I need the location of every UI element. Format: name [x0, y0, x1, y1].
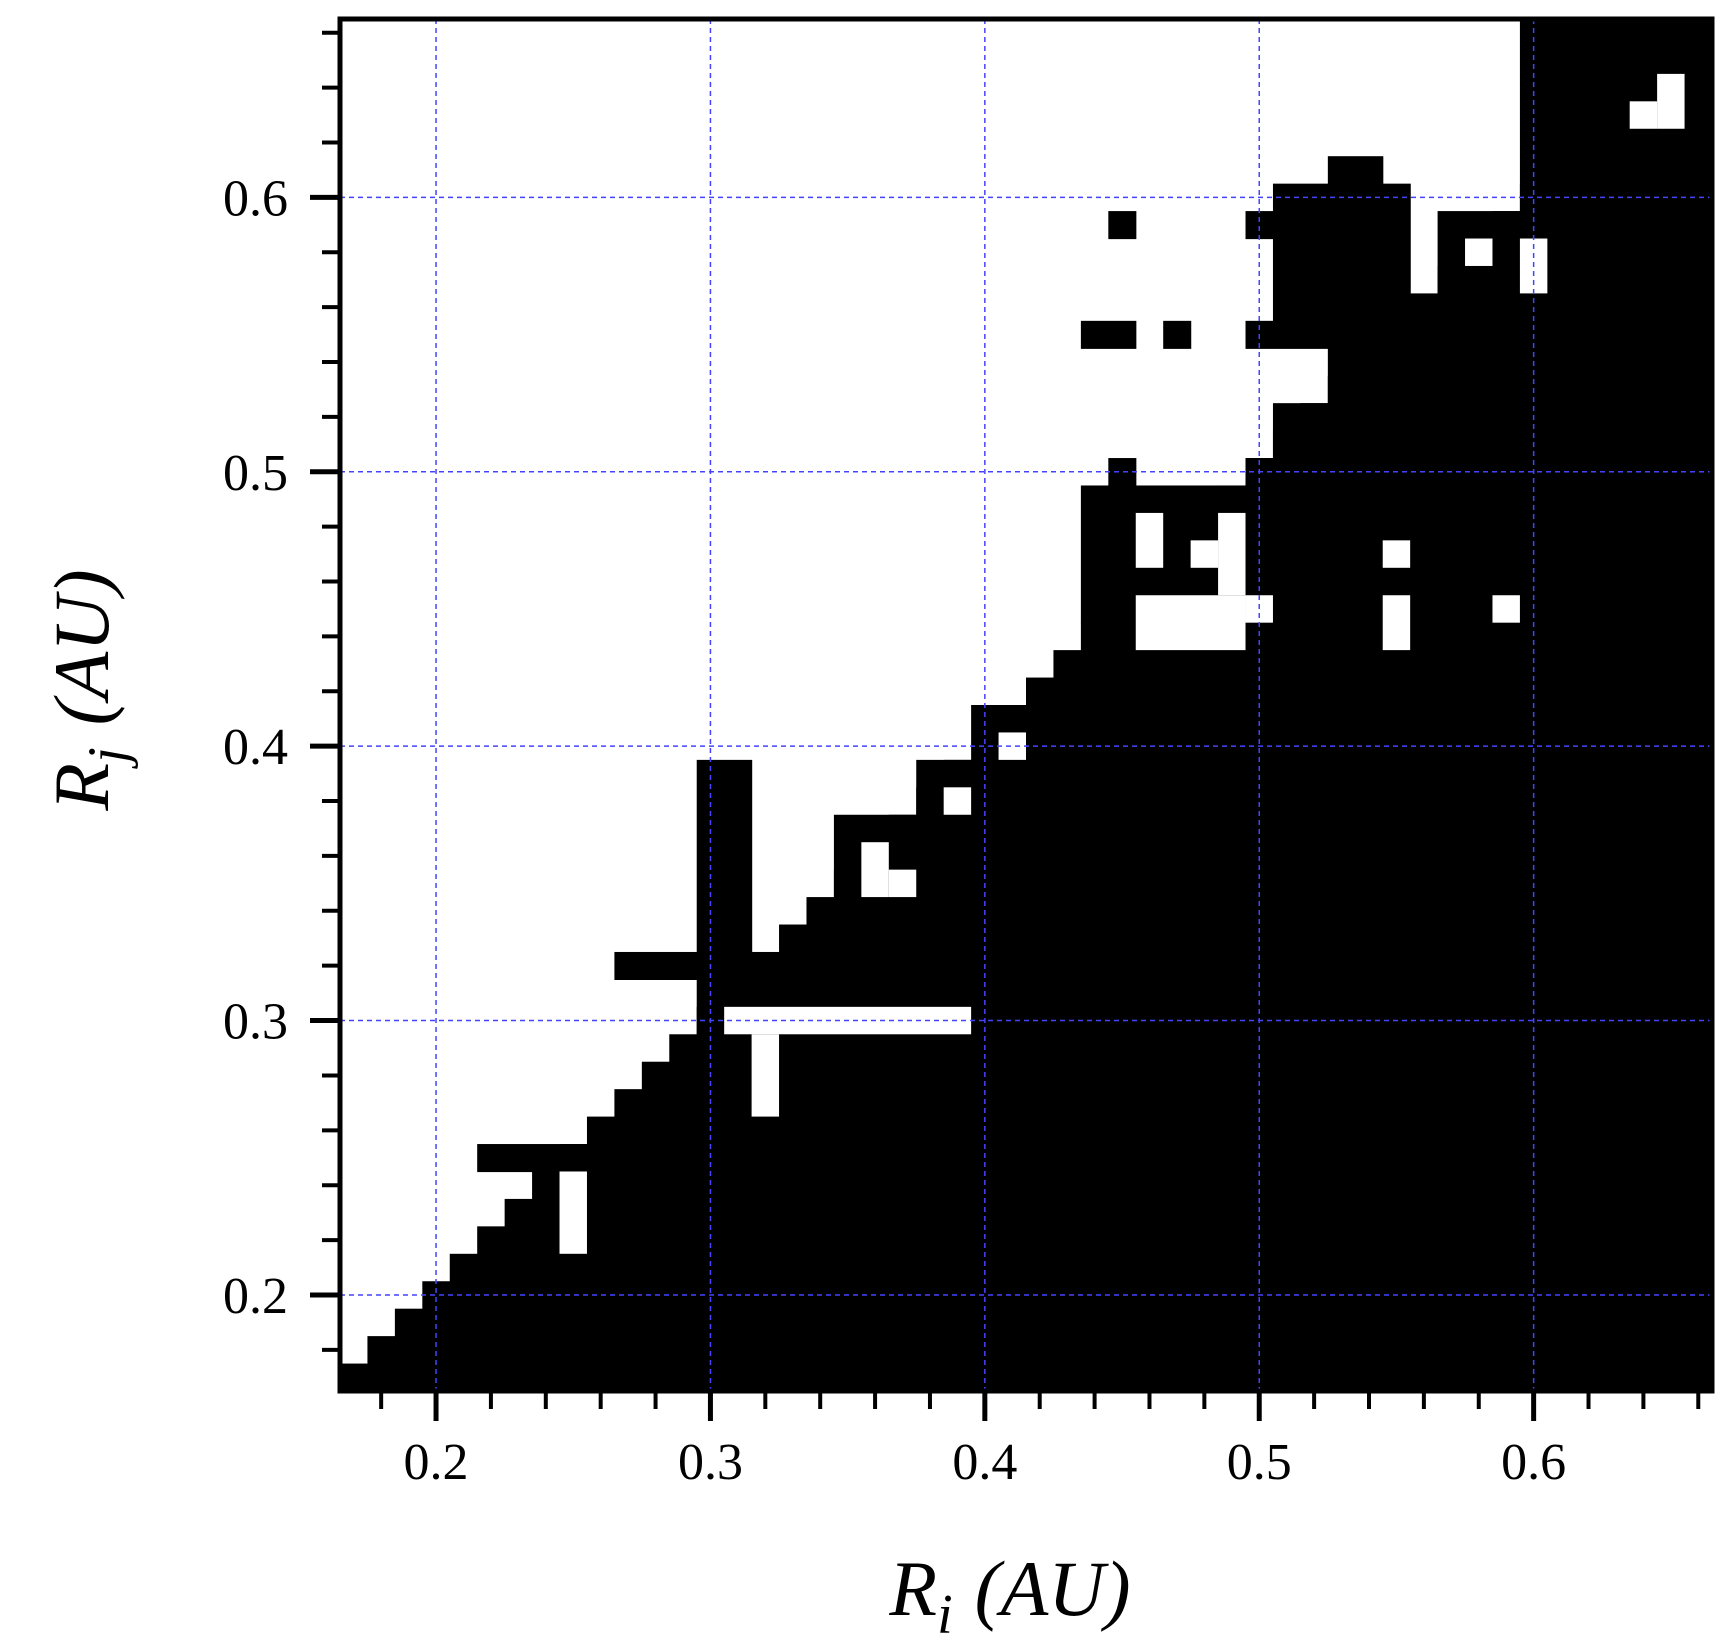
filled-column-5: [477, 1226, 506, 1391]
filled-column-17: [806, 897, 835, 1391]
filled-column-24: [998, 705, 1027, 1391]
filled-column-19: [861, 842, 890, 1391]
empty-block-3: [861, 842, 889, 898]
filled-block-11: [1327, 156, 1384, 185]
x-tick-label-2: 0.4: [952, 1434, 1017, 1491]
y-axis-title-unit: (AU): [38, 569, 125, 725]
empty-block-17: [1657, 73, 1685, 129]
frame-rect: [337, 16, 1715, 1394]
y-tick-label-3: 0.5: [223, 445, 288, 502]
empty-block-0: [559, 1171, 587, 1254]
filled-column-25: [1026, 677, 1055, 1391]
x-tick-label-4: 0.6: [1501, 1434, 1566, 1491]
filled-column-31: [1190, 512, 1219, 1391]
empty-block-10: [1218, 512, 1246, 596]
filled-column-6: [504, 1198, 533, 1391]
filled-block-12: [1382, 183, 1411, 322]
y-tick-label-4: 0.6: [223, 170, 288, 227]
filled-column-12: [669, 1034, 698, 1391]
filled-block-23: [1410, 430, 1439, 459]
filled-column-7: [532, 1171, 561, 1391]
filled-column-22: [943, 759, 972, 1391]
empty-block-2: [751, 1034, 780, 1117]
empty-block-4: [888, 869, 917, 898]
empty-block-9: [1190, 540, 1219, 568]
empty-block-14: [1492, 595, 1520, 623]
empty-block-15: [1465, 238, 1493, 266]
filled-block-19: [1108, 458, 1137, 487]
filled-block-10: [1272, 183, 1384, 322]
y-tick-label-0: 0.2: [223, 1268, 288, 1325]
filled-block-24: [1410, 458, 1713, 651]
filled-block-22: [1382, 348, 1411, 487]
x-axis-title-base: R: [888, 1545, 937, 1632]
filled-column-28: [1108, 595, 1137, 1391]
x-tick-label-0: 0.2: [404, 1434, 469, 1491]
filled-column-16: [779, 924, 808, 1391]
y-axis-title: Rj (AU): [38, 569, 139, 811]
filled-column-29: [1135, 567, 1164, 1391]
filled-block-15: [1519, 19, 1713, 322]
empty-block-6: [998, 732, 1026, 760]
empty-block-7: [1135, 512, 1164, 568]
filled-column-4: [449, 1253, 478, 1391]
filled-block-5: [1108, 211, 1137, 240]
filled-block-21: [1272, 403, 1384, 459]
filled-column-14: [724, 979, 753, 1391]
filled-block-2: [696, 759, 753, 1035]
empty-block-18: [1629, 101, 1658, 129]
x-tick-label-3: 0.5: [1227, 1434, 1292, 1491]
filled-column-26: [1053, 650, 1082, 1391]
x-axis-title-unit: (AU): [975, 1545, 1131, 1632]
empty-block-8: [1135, 595, 1246, 651]
filled-column-0: [340, 1363, 369, 1391]
filled-column-40: [1437, 265, 1466, 1392]
filled-column-1: [367, 1336, 396, 1391]
filled-column-10: [614, 1089, 643, 1391]
filled-column-27: [1080, 622, 1109, 1391]
x-axis-title: Ri (AU): [888, 1545, 1130, 1646]
filled-block-9: [1245, 320, 1384, 349]
empty-block-5: [943, 787, 972, 815]
filled-block-8: [1245, 211, 1274, 240]
filled-column-21: [916, 787, 945, 1391]
y-axis-title-base: R: [38, 763, 125, 812]
axis-ticks: [310, 30, 1701, 1421]
filled-column-9: [586, 1116, 615, 1391]
filled-column-41: [1465, 238, 1494, 1391]
plot-frame: [337, 16, 1715, 1394]
filled-column-30: [1163, 540, 1192, 1391]
heatmap-cells: [340, 19, 1713, 1392]
y-tick-label-2: 0.4: [223, 719, 288, 776]
filled-column-11: [641, 1061, 670, 1391]
tick-labels: 0.2 0.3 0.4 0.5 0.6 0.2 0.3 0.4 0.5 0.6: [223, 170, 1566, 1491]
filled-block-7: [1163, 320, 1192, 349]
y-tick-label-1: 0.3: [223, 994, 288, 1051]
empty-block-13: [1382, 595, 1411, 651]
empty-block-12: [1382, 540, 1411, 568]
x-axis-title-sub: i: [937, 1584, 953, 1646]
y-axis-title-sub: j: [77, 747, 139, 769]
x-tick-label-1: 0.3: [678, 1434, 743, 1491]
filled-column-20: [888, 814, 917, 1391]
filled-column-18: [833, 869, 862, 1391]
grid-lines: [340, 19, 1712, 1391]
filled-column-2: [394, 1308, 423, 1391]
filled-block-0: [477, 1144, 588, 1173]
filled-column-38: [1382, 320, 1411, 1392]
filled-block-13: [1437, 211, 1521, 322]
filled-block-25: [1492, 320, 1713, 459]
filled-block-6: [1080, 320, 1137, 349]
filled-block-17: [1355, 348, 1384, 377]
